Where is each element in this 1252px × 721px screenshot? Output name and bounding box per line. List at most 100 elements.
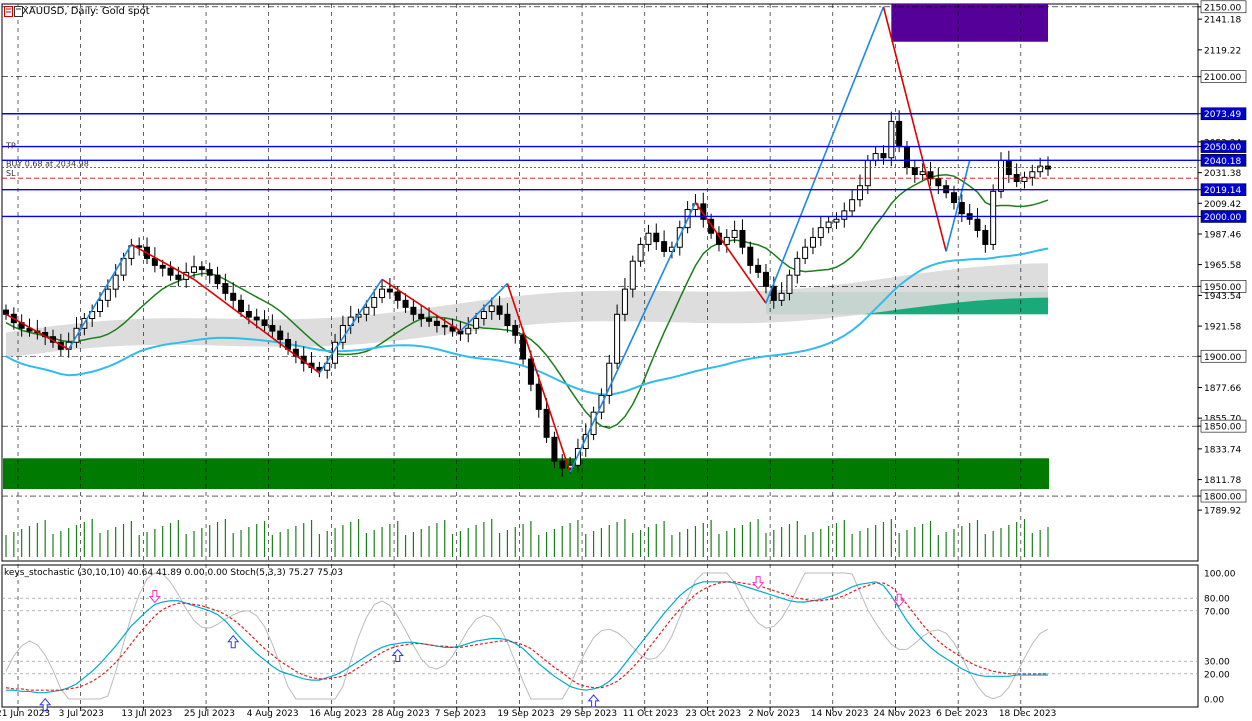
candle-body — [903, 146, 910, 169]
stoch-level-label: 20.00 — [1204, 670, 1230, 680]
candle-body — [151, 257, 158, 266]
green-support-zone — [3, 458, 1049, 490]
sell-arrow-icon — [148, 590, 161, 604]
candle-body — [1029, 171, 1036, 178]
candle-body — [465, 327, 472, 335]
zigzag-segment — [5, 313, 70, 350]
stoch-signal-line — [5, 581, 1048, 691]
stoch-level-label: 80.00 — [1204, 595, 1230, 605]
stoch-level-label: 0.00 — [1204, 696, 1224, 706]
zigzag-segment — [765, 6, 885, 304]
candle-body — [809, 236, 816, 248]
price-label: 2040.18 — [1204, 157, 1241, 167]
candle-body — [653, 232, 660, 243]
date-label: 18 Dec 2023 — [999, 709, 1057, 719]
stoch-main-line — [6, 581, 1048, 694]
price-label: 1900.00 — [1204, 353, 1241, 363]
zigzag-segment — [193, 278, 320, 374]
candle-body — [426, 318, 433, 322]
candle-body — [104, 288, 111, 301]
candle-body — [543, 408, 550, 438]
candle-body — [379, 288, 386, 299]
candle-body — [888, 120, 895, 159]
ma-green-line — [5, 174, 1049, 430]
candle-body — [935, 178, 942, 187]
price-label: 2141.18 — [1204, 16, 1241, 26]
candle-body — [833, 218, 840, 223]
price-label-box — [1200, 154, 1247, 167]
candle-body — [512, 324, 519, 336]
candle-body — [277, 330, 284, 340]
candle-body — [755, 264, 762, 273]
date-label: 3 Jul 2023 — [59, 709, 104, 719]
candle-body — [551, 436, 558, 462]
date-label: 2 Nov 2023 — [748, 709, 800, 719]
candles — [3, 110, 1051, 477]
price-label: 2000.00 — [1204, 213, 1241, 223]
candle-body — [441, 324, 448, 328]
price-label-box — [1200, 140, 1247, 153]
stoch-fast-line — [5, 572, 1049, 700]
sub-pane-frame — [1, 564, 1199, 708]
candle-body — [872, 153, 879, 162]
purple-supply-zone — [891, 4, 1048, 42]
candle-body — [825, 221, 832, 229]
zigzag-segment — [381, 278, 461, 332]
candle-body — [167, 267, 174, 276]
zigzag-segment — [318, 278, 383, 374]
candle-body — [794, 257, 801, 276]
zigzag-segment — [506, 283, 571, 473]
date-label: 6 Dec 2023 — [936, 709, 988, 719]
date-label: 4 Aug 2023 — [247, 709, 299, 719]
candle-body — [269, 324, 276, 332]
price-label: 1789.92 — [1204, 507, 1241, 517]
candle-body — [394, 291, 401, 301]
zigzag-segment — [130, 243, 195, 281]
candle-body — [661, 241, 668, 252]
price-label: 2073.49 — [1204, 110, 1241, 120]
price-label: 1855.70 — [1204, 415, 1241, 425]
candle-body — [990, 190, 997, 245]
entry-label: BUY 0.68 at 2034.98 — [6, 160, 89, 169]
candle-body — [614, 313, 621, 364]
price-label-box — [1200, 280, 1247, 293]
indicator-title: keys_stochastic (30,10,10) 40.64 41.89 0… — [4, 568, 343, 578]
candle-body — [488, 305, 495, 313]
candle-body — [802, 246, 809, 259]
price-label: 1800.00 — [1204, 493, 1241, 503]
candle-body — [911, 167, 918, 176]
candle-body — [324, 362, 331, 371]
candle-body — [982, 229, 989, 245]
candle-body — [786, 274, 793, 294]
sell-arrow-icon — [893, 593, 906, 608]
candle-body — [535, 383, 542, 410]
candle-body — [371, 297, 378, 308]
zigzag-segment — [694, 202, 767, 304]
price-label: 1943.54 — [1204, 292, 1241, 302]
chart-title: XAUUSD, Daily: Gold spot — [22, 6, 150, 17]
zigzag-segment — [67, 244, 133, 350]
zigzag-segment — [945, 160, 971, 252]
price-label: 2031.38 — [1204, 169, 1241, 179]
buy-arrow-icon — [587, 694, 600, 708]
date-label: 24 Nov 2023 — [873, 709, 931, 719]
date-label: 29 Sep 2023 — [560, 709, 617, 719]
candle-body — [386, 288, 393, 293]
stoch-level-label: 30.00 — [1204, 658, 1230, 668]
candle-body — [245, 311, 252, 318]
price-label-box — [1200, 349, 1247, 363]
candle-body — [708, 218, 715, 234]
candle-body — [473, 318, 480, 329]
candle-body — [449, 326, 456, 332]
candle-body — [418, 313, 425, 320]
price-label-box — [1200, 489, 1247, 503]
price-label: 2119.22 — [1204, 46, 1241, 56]
candle-body — [253, 316, 260, 321]
chart-type-icon[interactable] — [4, 6, 34, 18]
date-label: 7 Sep 2023 — [435, 709, 486, 719]
price-axis: 2150.002141.182119.222100.002073.492053.… — [1198, 0, 1247, 706]
candle-body — [112, 274, 119, 290]
date-label: 14 Nov 2023 — [811, 709, 869, 719]
time-axis: 21 Jun 2023 3 Jul 2023 13 Jul 2023 25 Jul 2… — [0, 707, 1056, 719]
candle-body — [762, 271, 769, 287]
